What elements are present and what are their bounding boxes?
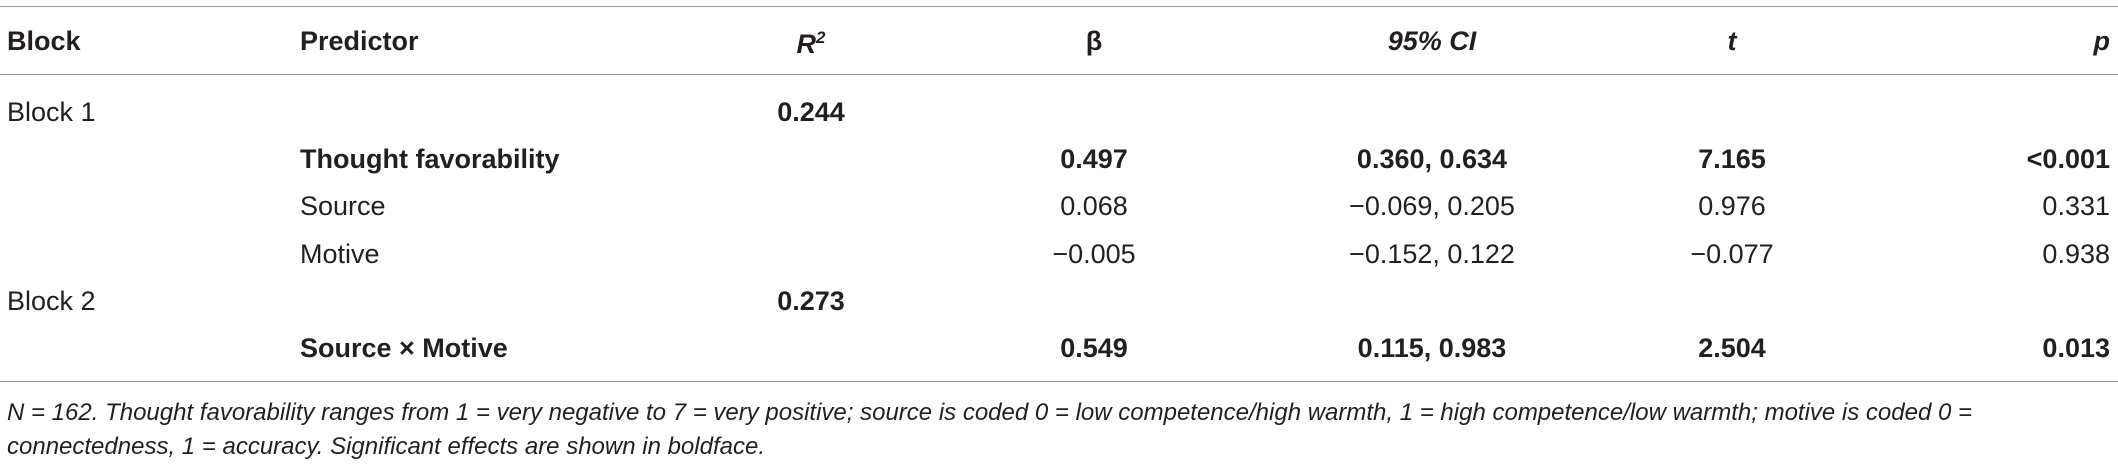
cell-ci: 0.115, 0.983 [1357, 333, 1507, 363]
cell-p: 0.331 [2042, 191, 2110, 222]
header-r2: R2 [797, 21, 826, 61]
cell-p: 0.938 [2042, 238, 2110, 269]
cell-ci: −0.152, 0.122 [1349, 238, 1515, 269]
cell-predictor: Source × Motive [300, 333, 508, 363]
header-rule [0, 74, 2118, 75]
cell-t: −0.077 [1690, 238, 1774, 269]
cell-beta: 0.497 [1060, 144, 1128, 175]
top-rule [0, 6, 2118, 7]
cell-r2: 0.273 [777, 285, 845, 316]
header-predictor: Predictor [300, 26, 419, 56]
cell-t: 0.976 [1698, 191, 1766, 222]
cell-p: 0.013 [2042, 333, 2110, 363]
header-t: t [1727, 26, 1737, 56]
header-p: p [2093, 26, 2111, 56]
cell-p: <0.001 [2026, 144, 2110, 175]
cell-ci: −0.069, 0.205 [1349, 191, 1515, 222]
cell-beta: 0.549 [1060, 333, 1128, 363]
header-text: R [796, 29, 817, 59]
header-ci: 95% CI [1387, 26, 1477, 56]
cell-beta: −0.005 [1052, 238, 1136, 269]
cell-predictor: Motive [300, 238, 380, 269]
cell-predictor: Thought favorability [300, 144, 560, 175]
header-beta: β [1085, 26, 1103, 56]
cell-block: Block 2 [7, 285, 96, 316]
table-note: N = 162. Thought favorability ranges fro… [7, 399, 1973, 460]
cell-t: 2.504 [1698, 333, 1766, 363]
cell-beta: 0.068 [1060, 191, 1128, 222]
cell-t: 7.165 [1698, 144, 1766, 175]
bottom-rule [0, 381, 2118, 382]
cell-predictor: Source [300, 191, 386, 222]
header-block: Block [7, 26, 81, 56]
cell-ci: 0.360, 0.634 [1356, 144, 1508, 175]
header-superscript: 2 [816, 28, 826, 47]
cell-block: Block 1 [7, 97, 96, 127]
cell-r2: 0.244 [777, 97, 845, 127]
